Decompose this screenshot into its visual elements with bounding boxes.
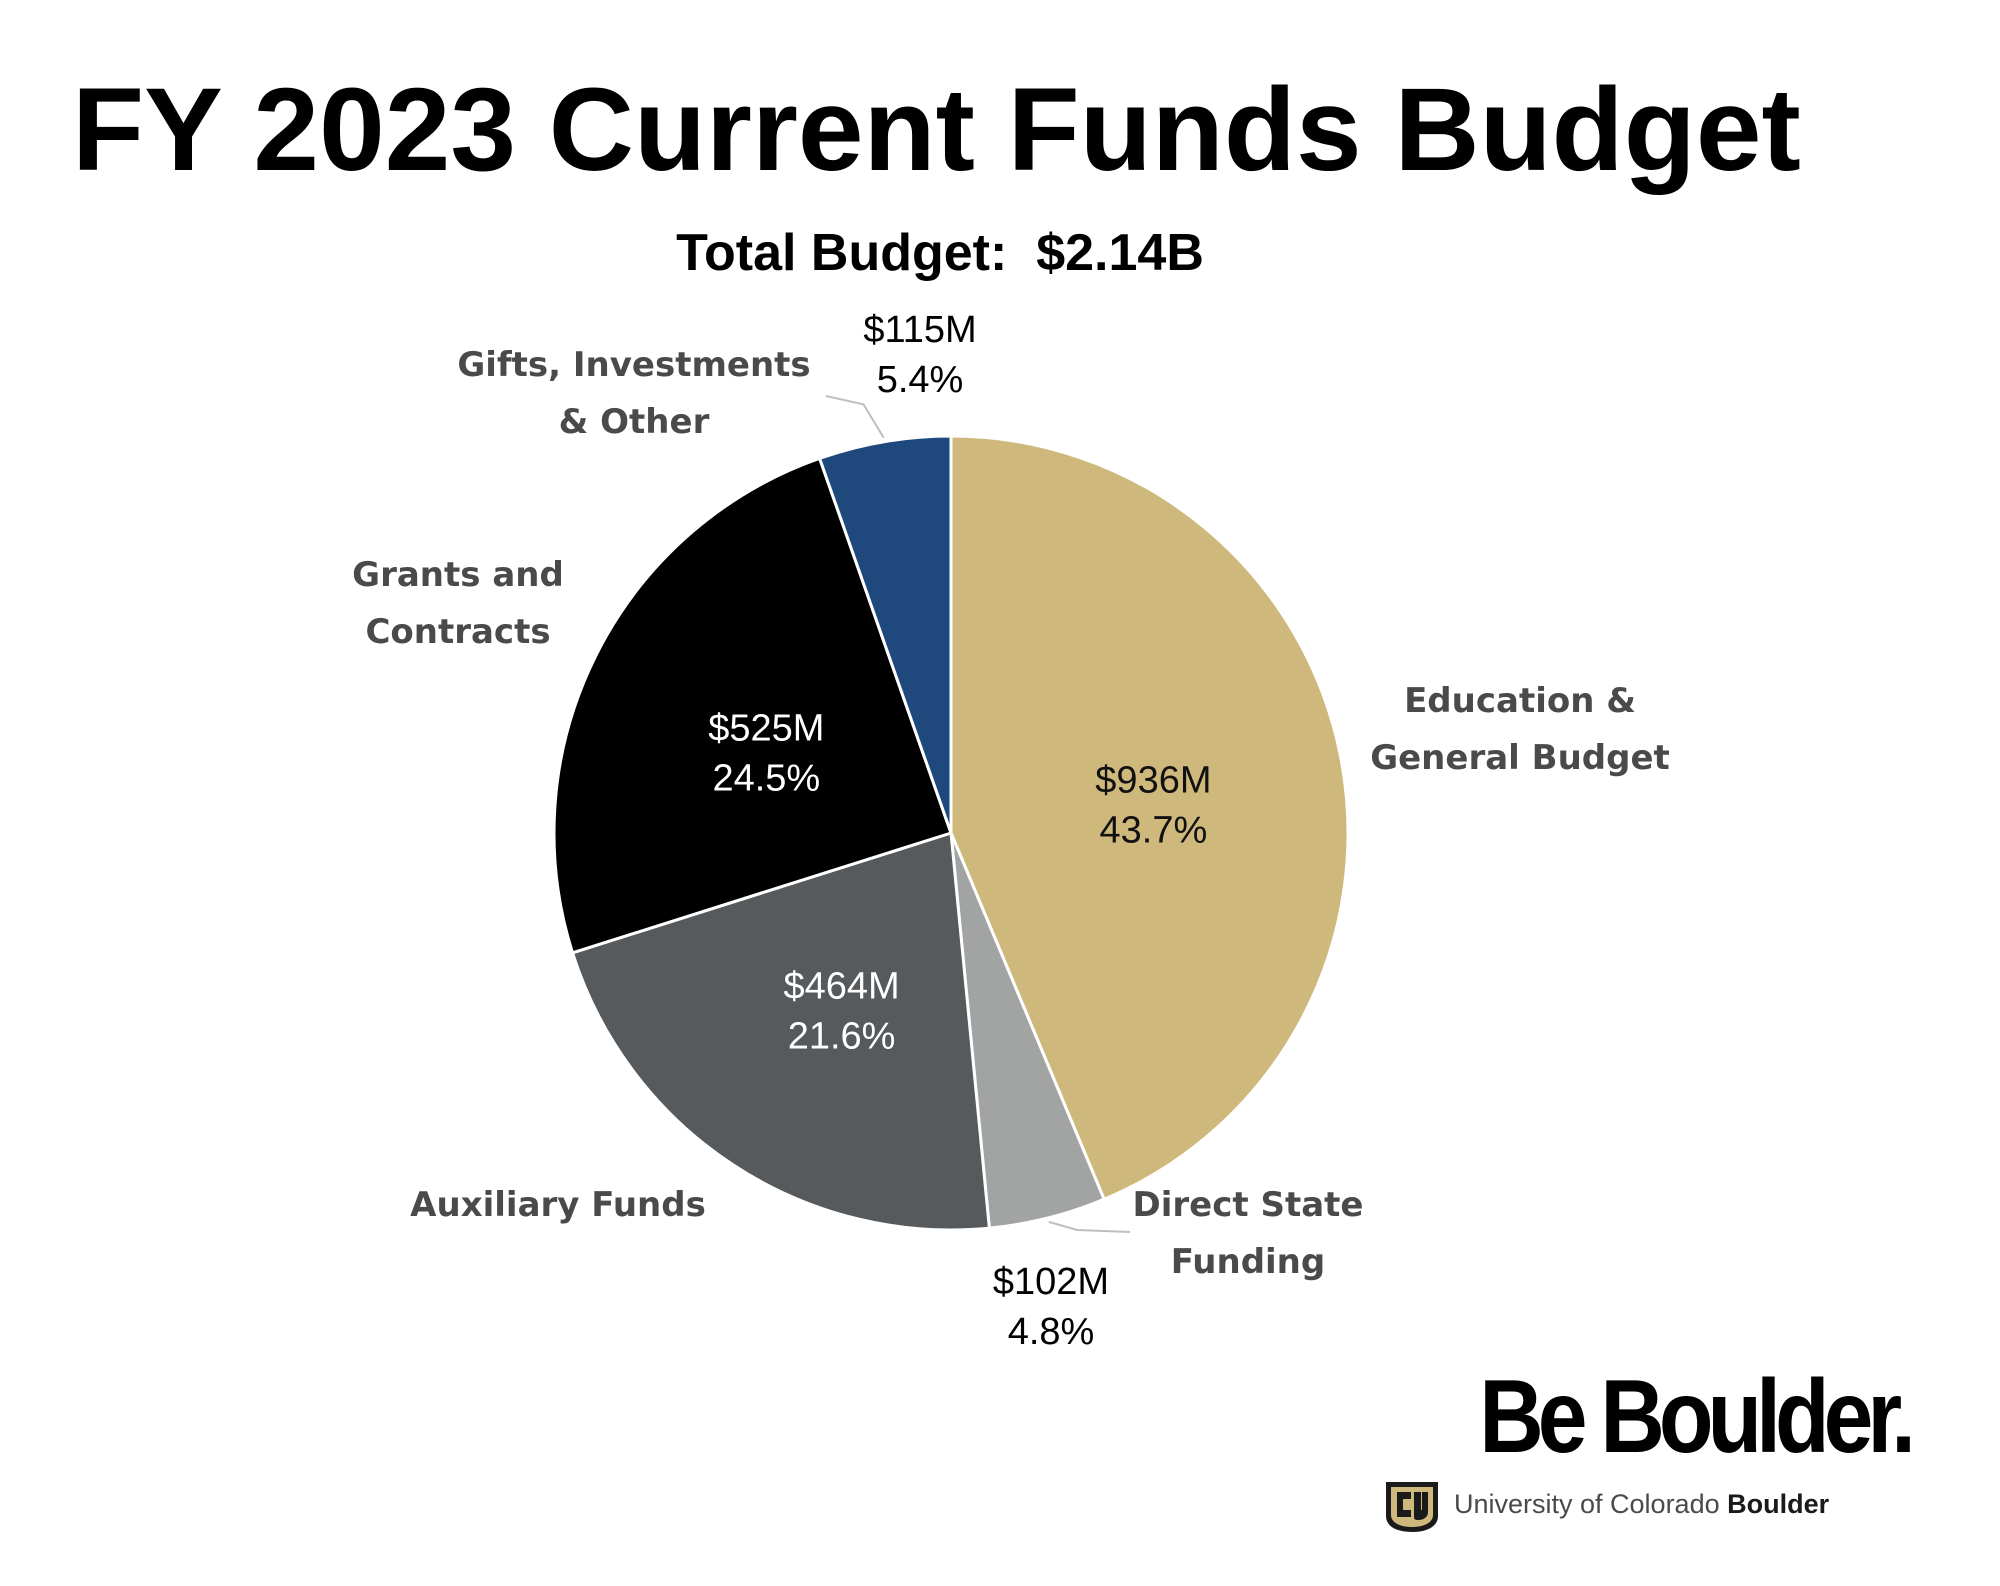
total-budget-subtitle: Total Budget: $2.14B — [676, 224, 1204, 282]
category-label-gifts-investments-and-other: Gifts, Investments & Other — [457, 345, 810, 442]
pie-slice-education-and-general-budget — [949, 434, 1350, 1201]
category-label-grants-and-contracts: Grants and Contracts — [352, 555, 564, 652]
university-name: University of Colorado — [1454, 1488, 1728, 1519]
leader-lines — [825, 395, 1131, 1233]
be-boulder-wordmark: Be Boulder. — [1479, 1359, 1916, 1475]
pie-slice-grants-and-contracts — [552, 456, 953, 955]
leader-line-gifts-investments-and-other — [825, 395, 885, 439]
category-label-direct-state-funding: Direct State Funding — [1133, 1185, 1364, 1282]
category-label-education-and-general-budget: Education & General Budget — [1370, 681, 1670, 778]
leader-line-direct-state-funding — [1048, 1220, 1131, 1233]
university-logo: University of Colorado Boulder — [1380, 1476, 1829, 1532]
cu-logo-icon — [1386, 1482, 1438, 1532]
category-label-auxiliary-funds: Auxiliary Funds — [410, 1185, 706, 1225]
data-label-education-and-general-budget: $936M 43.7% — [1095, 759, 1211, 851]
data-label-gifts-investments-and-other: $115M 5.4% — [863, 309, 976, 401]
pie-slice-gifts-investments-and-other — [818, 434, 953, 835]
data-label-direct-state-funding: $102M 4.8% — [993, 1261, 1109, 1353]
data-label-grants-and-contracts: $525M 24.5% — [708, 708, 824, 800]
campus-name: Boulder — [1727, 1488, 1830, 1519]
pie-slice-auxiliary-funds — [571, 831, 991, 1232]
pie-slices — [552, 434, 1350, 1232]
data-label-auxiliary-funds: $464M 21.6% — [783, 966, 899, 1058]
chart-title: FY 2023 Current Funds Budget — [72, 64, 1801, 196]
pie-labels: $936M 43.7% Education & General Budget $102M… — [352, 309, 1670, 1353]
